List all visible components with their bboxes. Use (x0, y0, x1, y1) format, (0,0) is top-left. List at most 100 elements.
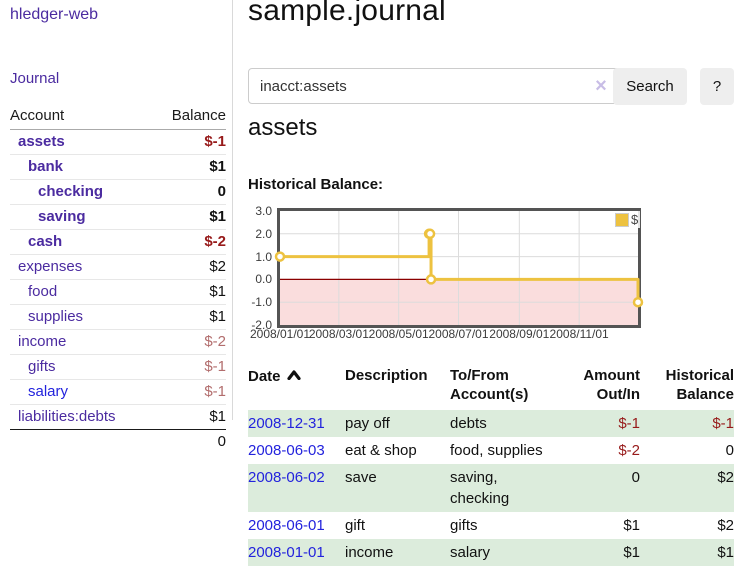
data-point-marker (424, 228, 436, 240)
x-tick-label: 2008/11/01 (549, 327, 609, 341)
accounts-header-balance: Balance (152, 104, 226, 130)
amount-column-header: Amount Out/In (565, 362, 640, 410)
account-balance: $1 (152, 204, 226, 230)
account-link-salary[interactable]: salary (28, 383, 69, 400)
tofrom-column-header: To/From Account(s) (450, 362, 565, 410)
account-row: checking 0 (10, 179, 226, 205)
account-link-liabilities-debts[interactable]: liabilities:debts (18, 408, 116, 425)
y-tick-label: 0.0 (255, 272, 272, 287)
app-title-link[interactable]: hledger-web (10, 6, 99, 23)
account-balance: $1 (152, 404, 226, 430)
accounts-header-row: Account Balance (10, 104, 226, 130)
search-input[interactable] (248, 68, 627, 104)
transaction-date-link[interactable]: 2008-06-02 (248, 469, 325, 486)
account-balance: $1 (152, 279, 226, 305)
search-form: × Search ? (248, 68, 734, 106)
transaction-description: pay off (345, 415, 390, 432)
accounts-header-account: Account (10, 104, 153, 130)
account-row: food $1 (10, 279, 226, 305)
account-link-checking[interactable]: checking (38, 183, 104, 200)
sort-ascending-icon (286, 366, 301, 385)
account-heading: assets (248, 114, 318, 141)
data-point-marker (274, 251, 286, 262)
date-column-header[interactable]: Date (248, 362, 345, 410)
accounts-total-row: 0 (10, 429, 226, 454)
account-link-cash[interactable]: cash (28, 233, 63, 250)
clear-search-icon[interactable]: × (595, 75, 607, 97)
y-tick-label: -2.0 (251, 318, 272, 332)
data-point-marker (425, 274, 437, 285)
register-table: Date Description To/From Account(s) Amou… (248, 362, 734, 566)
account-balance: $-1 (152, 354, 226, 380)
transaction-balance: $1 (717, 544, 734, 561)
help-button[interactable]: ? (700, 68, 734, 105)
legend-label: $ (631, 212, 639, 227)
transaction-accounts: food, supplies (450, 442, 543, 459)
tofrom-header-line2: Account(s) (450, 386, 529, 403)
legend-swatch-icon (615, 212, 629, 227)
transaction-description: gift (345, 517, 366, 534)
transaction-description: save (345, 469, 377, 486)
y-tick-label: 3.0 (255, 204, 272, 218)
account-link-assets[interactable]: assets (18, 133, 65, 150)
account-balance: $-1 (152, 379, 226, 405)
chart-title: Historical Balance: (248, 176, 384, 193)
account-link-expenses[interactable]: expenses (18, 258, 83, 275)
balance-column-header: Historical Balance (640, 362, 734, 410)
x-tick-label: 2008/07/01 (428, 327, 489, 341)
transaction-accounts: salary (450, 544, 491, 561)
account-link-bank[interactable]: bank (28, 158, 64, 175)
account-link-income[interactable]: income (18, 333, 67, 350)
account-balance: $1 (152, 154, 226, 180)
account-row: supplies $1 (10, 304, 226, 330)
date-header-label: Date (248, 368, 281, 385)
account-balance: 0 (152, 179, 226, 205)
balance-header-line1: Historical (665, 367, 734, 384)
table-row: 2008-06-02 save saving, checking 0 $2 (248, 464, 734, 512)
amount-header-line1: Amount (583, 367, 640, 384)
x-tick-label: 2008/01/01 (249, 327, 311, 341)
account-balance: $2 (152, 254, 226, 280)
account-balance: $-1 (204, 133, 226, 150)
account-link-food[interactable]: food (28, 283, 58, 300)
x-tick-label: 2008/05/01 (368, 327, 429, 341)
data-point-marker (632, 296, 644, 308)
transaction-amount: $-1 (618, 415, 640, 432)
y-tick-label: -1.0 (251, 295, 272, 310)
accounts-table: Account Balance assets $-1 bank $1 checking 0… (10, 104, 226, 454)
transaction-accounts: debts (450, 415, 487, 432)
account-row: salary $-1 (10, 379, 226, 405)
sidebar-item-journal[interactable]: Journal (10, 70, 60, 87)
transaction-balance: $2 (717, 517, 734, 534)
balance-header-line2: Balance (676, 386, 734, 403)
account-row: expenses $2 (10, 254, 226, 280)
account-balance: $1 (152, 304, 226, 330)
account-row: gifts $-1 (10, 354, 226, 380)
amount-header-line2: Out/In (596, 386, 640, 403)
account-link-gifts[interactable]: gifts (28, 358, 56, 375)
table-row: 2008-01-01 income salary $1 $1 (248, 539, 734, 566)
page-title: sample.journal (248, 0, 446, 27)
search-button[interactable]: Search (613, 68, 687, 105)
account-link-supplies[interactable]: supplies (28, 308, 84, 325)
account-link-saving[interactable]: saving (38, 208, 86, 225)
transaction-accounts: gifts (450, 517, 478, 534)
table-row: 2008-12-31 pay off debts $-1 $-1 (248, 410, 734, 437)
account-row: assets $-1 (10, 130, 226, 155)
transaction-amount: 0 (631, 469, 640, 486)
transaction-date-link[interactable]: 2008-06-03 (248, 442, 325, 459)
chart-legend: $ (613, 211, 641, 228)
transaction-date-link[interactable]: 2008-06-01 (248, 517, 325, 534)
transaction-description: eat & shop (345, 442, 417, 459)
account-balance: $-2 (152, 329, 226, 355)
y-tick-label: 2.0 (255, 226, 272, 241)
transaction-date-link[interactable]: 2008-01-01 (248, 544, 325, 561)
account-row: cash $-2 (10, 229, 226, 255)
tofrom-header-line1: To/From (450, 367, 509, 384)
transaction-amount: $1 (623, 544, 640, 561)
transaction-date-link[interactable]: 2008-12-31 (248, 415, 325, 432)
account-row: income $-2 (10, 329, 226, 355)
transaction-balance: $-1 (712, 415, 734, 432)
x-tick-label: 2008/09/01 (489, 327, 550, 341)
